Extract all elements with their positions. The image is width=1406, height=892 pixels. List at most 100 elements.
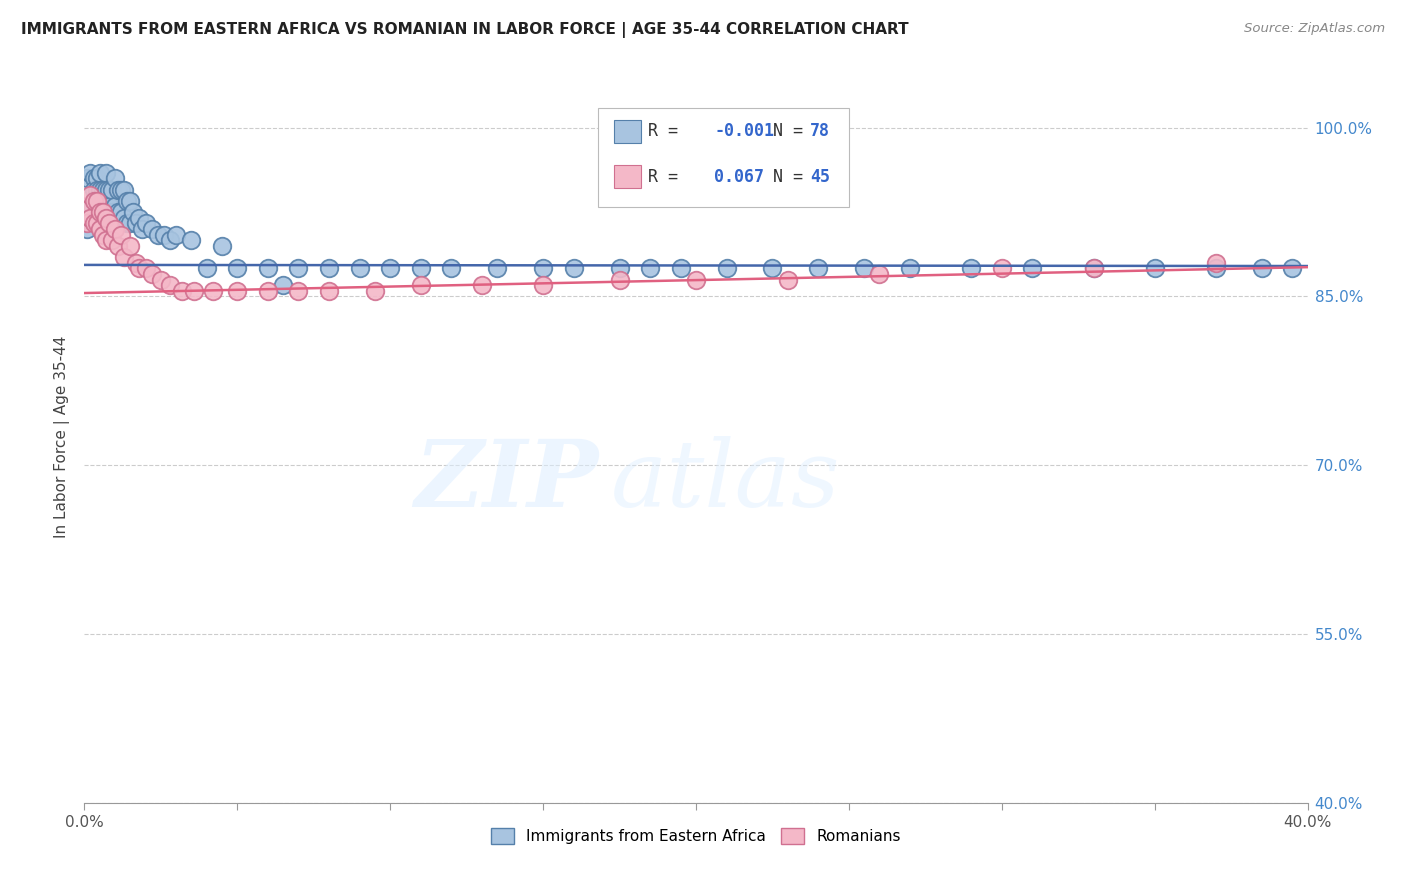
Point	[125, 255, 148, 269]
Point	[86, 171, 108, 186]
Point	[104, 199, 127, 213]
Point	[141, 222, 163, 236]
FancyBboxPatch shape	[614, 165, 641, 188]
Point	[86, 205, 108, 219]
Point	[89, 222, 111, 236]
Point	[1250, 261, 1272, 276]
Point	[104, 171, 127, 186]
Point	[112, 250, 135, 264]
Point	[149, 272, 172, 286]
Point	[1083, 261, 1105, 276]
Point	[89, 182, 111, 196]
Point	[287, 284, 309, 298]
Text: R =: R =	[648, 168, 678, 186]
Point	[180, 233, 202, 247]
Text: N =: N =	[773, 122, 803, 140]
Point	[685, 272, 707, 286]
Point	[898, 261, 921, 276]
Point	[669, 261, 692, 276]
Point	[107, 182, 129, 196]
Point	[131, 222, 153, 236]
Point	[83, 216, 105, 230]
Point	[122, 205, 145, 219]
Point	[1143, 261, 1166, 276]
Point	[380, 261, 402, 276]
Point	[807, 261, 830, 276]
Point	[120, 239, 142, 253]
Point	[89, 211, 111, 225]
Text: 45: 45	[810, 168, 830, 186]
Point	[1205, 255, 1227, 269]
Point	[97, 199, 120, 213]
Point	[94, 211, 117, 225]
Point	[79, 166, 101, 180]
Point	[271, 278, 294, 293]
Point	[287, 261, 309, 276]
Point	[135, 261, 157, 276]
Point	[94, 233, 117, 247]
Point	[761, 261, 783, 276]
Point	[89, 205, 111, 219]
Point	[318, 261, 340, 276]
Point	[609, 272, 631, 286]
Point	[991, 261, 1014, 276]
Point	[531, 278, 554, 293]
Point	[83, 171, 105, 186]
Text: IMMIGRANTS FROM EASTERN AFRICA VS ROMANIAN IN LABOR FORCE | AGE 35-44 CORRELATIO: IMMIGRANTS FROM EASTERN AFRICA VS ROMANI…	[21, 22, 908, 38]
Point	[79, 199, 101, 213]
Point	[97, 216, 120, 230]
Point	[107, 205, 129, 219]
Point	[226, 284, 249, 298]
Point	[107, 239, 129, 253]
Point	[226, 261, 249, 276]
Point	[201, 284, 224, 298]
Point	[110, 182, 132, 196]
Point	[83, 182, 105, 196]
Point	[211, 239, 233, 253]
Point	[1205, 261, 1227, 276]
Point	[141, 267, 163, 281]
Point	[91, 194, 114, 208]
Point	[128, 261, 150, 276]
Point	[112, 211, 135, 225]
Text: atlas: atlas	[610, 436, 839, 526]
Point	[1021, 261, 1043, 276]
Point	[349, 261, 371, 276]
Point	[364, 284, 387, 298]
Point	[110, 205, 132, 219]
Text: 78: 78	[810, 122, 830, 140]
Point	[112, 182, 135, 196]
Text: 0.067: 0.067	[714, 168, 765, 186]
Point	[409, 261, 432, 276]
Text: -0.001: -0.001	[714, 122, 775, 140]
Point	[183, 284, 205, 298]
Point	[86, 182, 108, 196]
Point	[91, 182, 114, 196]
Point	[128, 211, 150, 225]
Point	[115, 194, 138, 208]
Point	[89, 166, 111, 180]
Point	[120, 194, 142, 208]
Point	[76, 216, 98, 230]
Legend: Immigrants from Eastern Africa, Romanians: Immigrants from Eastern Africa, Romanian…	[485, 822, 907, 850]
Point	[76, 171, 98, 186]
Point	[486, 261, 509, 276]
FancyBboxPatch shape	[598, 108, 849, 207]
Point	[76, 199, 98, 213]
Point	[716, 261, 738, 276]
Point	[531, 261, 554, 276]
Point	[257, 261, 280, 276]
Point	[101, 182, 124, 196]
Point	[172, 284, 194, 298]
Point	[86, 194, 108, 208]
Point	[94, 182, 117, 196]
Point	[120, 216, 142, 230]
Point	[165, 227, 187, 242]
Point	[562, 261, 585, 276]
Point	[440, 261, 463, 276]
Point	[115, 216, 138, 230]
Point	[159, 278, 181, 293]
Point	[1281, 261, 1303, 276]
Point	[609, 261, 631, 276]
Point	[146, 227, 169, 242]
